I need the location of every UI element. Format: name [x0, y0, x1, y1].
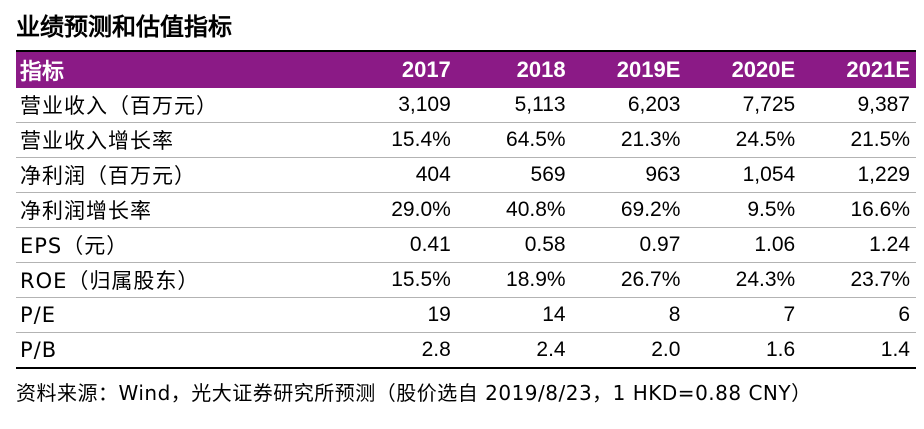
table-cell: 3,109: [342, 88, 457, 123]
table-cell: 18.9%: [456, 262, 572, 298]
table-cell: 16.6%: [801, 192, 916, 228]
table-cell: 404: [342, 157, 457, 193]
table-cell: 7,725: [686, 88, 802, 123]
table-cell: 29.0%: [342, 192, 457, 228]
table-cell: 14: [456, 297, 572, 333]
row-label: P/B: [16, 332, 342, 369]
table-cell: 64.5%: [456, 122, 572, 158]
table-title: 业绩预测和估值指标: [16, 13, 232, 41]
table-row: 营业收入增长率 15.4% 64.5% 21.3% 24.5% 21.5%: [16, 122, 916, 158]
table-cell: 1,229: [801, 157, 916, 193]
table-cell: 5,113: [456, 88, 572, 123]
header-cell-2017: 2017: [342, 52, 457, 88]
table-cell: 0.58: [456, 227, 572, 263]
table-cell: 19: [342, 297, 457, 333]
table-cell: 2.0: [571, 332, 687, 369]
header-cell-metric: 指标: [16, 52, 342, 88]
table-cell: 23.7%: [801, 262, 916, 298]
top-rule: [16, 50, 916, 52]
row-label: 营业收入（百万元）: [16, 88, 342, 123]
table-cell: 2.4: [456, 332, 572, 369]
table-cell: 1.24: [801, 227, 916, 263]
table-cell: 963: [571, 157, 687, 193]
table-cell: 1,054: [686, 157, 802, 193]
table-cell: 6,203: [571, 88, 687, 123]
table-row: P/B 2.8 2.4 2.0 1.6 1.4: [16, 332, 916, 369]
table-cell: 569: [456, 157, 572, 193]
table-row: P/E 19 14 8 7 6: [16, 297, 916, 333]
table-row: 净利润（百万元） 404 569 963 1,054 1,229: [16, 157, 916, 193]
row-label: 净利润增长率: [16, 192, 342, 228]
table-row: 营业收入（百万元） 3,109 5,113 6,203 7,725 9,387: [16, 88, 916, 123]
row-label: P/E: [16, 297, 342, 333]
table-cell: 1.6: [686, 332, 802, 369]
table-cell: 8: [571, 297, 687, 333]
table-row: ROE（归属股东） 15.5% 18.9% 26.7% 24.3% 23.7%: [16, 262, 916, 298]
table-cell: 26.7%: [571, 262, 687, 298]
header-cell-2019e: 2019E: [571, 52, 687, 88]
row-label: 营业收入增长率: [16, 122, 342, 158]
forecast-table: 指标 2017 2018 2019E 2020E 2021E 营业收入（百万元）…: [16, 52, 916, 369]
table-cell: 15.5%: [342, 262, 457, 298]
table-cell: 9,387: [801, 88, 916, 123]
table-cell: 9.5%: [686, 192, 802, 228]
table-row: EPS（元） 0.41 0.58 0.97 1.06 1.24: [16, 227, 916, 263]
header-cell-2018: 2018: [456, 52, 572, 88]
source-note: 资料来源：Wind，光大证券研究所预测（股价选自 2019/8/23，1 HKD…: [16, 381, 812, 405]
table-cell: 21.3%: [571, 122, 687, 158]
table-cell: 15.4%: [342, 122, 457, 158]
table-cell: 24.3%: [686, 262, 802, 298]
table-cell: 1.06: [686, 227, 802, 263]
table-cell: 69.2%: [571, 192, 687, 228]
row-label: EPS（元）: [16, 227, 342, 263]
table-cell: 2.8: [342, 332, 457, 369]
row-label: ROE（归属股东）: [16, 262, 342, 298]
row-label: 净利润（百万元）: [16, 157, 342, 193]
table-cell: 0.97: [571, 227, 687, 263]
table-cell: 1.4: [801, 332, 916, 369]
table-cell: 24.5%: [686, 122, 802, 158]
header-cell-2020e: 2020E: [686, 52, 802, 88]
table-cell: 0.41: [342, 227, 457, 263]
table-cell: 40.8%: [456, 192, 572, 228]
table-cell: 6: [801, 297, 916, 333]
header-cell-2021e: 2021E: [801, 52, 916, 88]
header-row: 指标 2017 2018 2019E 2020E 2021E: [16, 52, 916, 88]
table-cell: 21.5%: [801, 122, 916, 158]
table-cell: 7: [686, 297, 802, 333]
table-row: 净利润增长率 29.0% 40.8% 69.2% 9.5% 16.6%: [16, 192, 916, 228]
